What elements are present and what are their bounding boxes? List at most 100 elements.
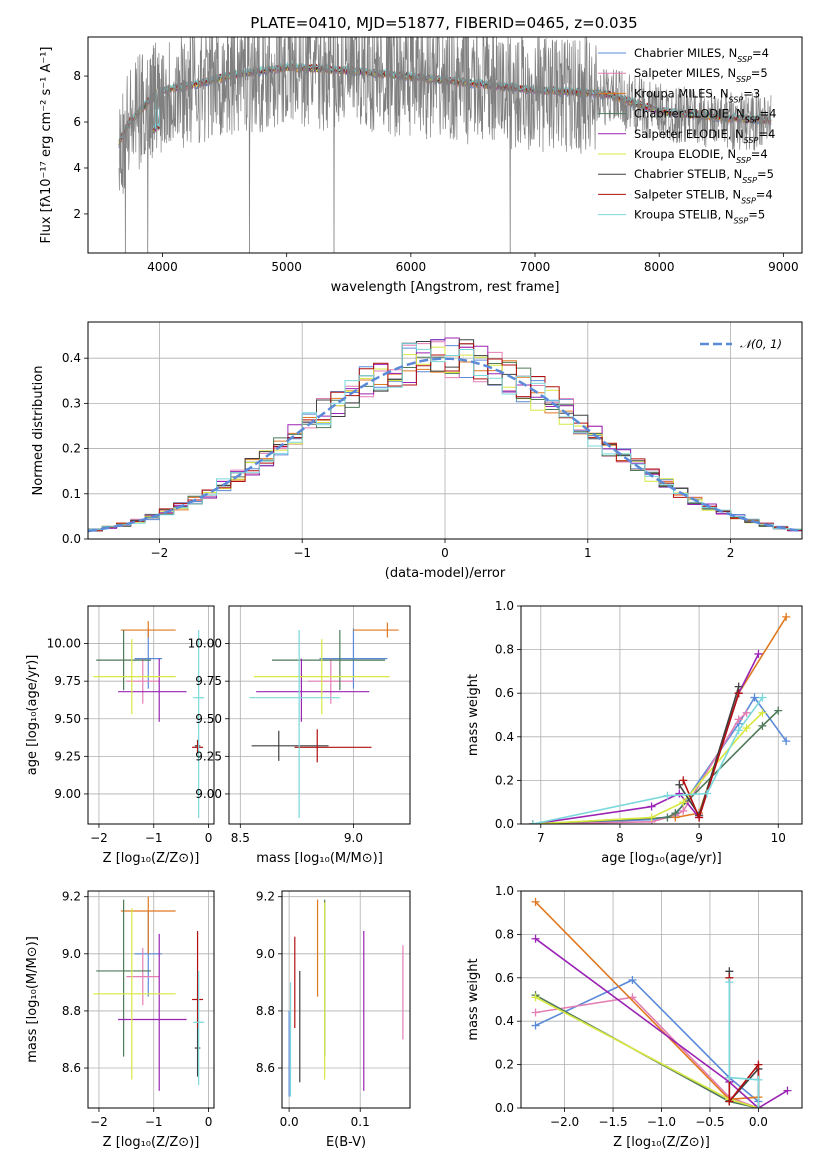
- y-tick-label: 1.0: [495, 599, 514, 613]
- weight-line: [532, 696, 787, 824]
- y-tick-label: 9.2: [62, 890, 81, 904]
- axes-frame: [281, 890, 411, 1109]
- x-tick-label: 7: [537, 831, 545, 845]
- weight-marker: [734, 689, 743, 698]
- plot-area-age_vs_Z: [93, 621, 205, 818]
- y-tick-label: 0.2: [495, 773, 514, 787]
- histogram-step: [88, 343, 802, 532]
- x-tick-label: 0: [205, 1115, 213, 1129]
- y-axis-label: age [log₁₀(age/yr)]: [25, 655, 40, 776]
- y-tick-label: 1.0: [495, 884, 514, 898]
- plot-age_vs_Z: −2 −1 0 9.00 9.25 9.50 9.75 10.00 Z [log₁₀(Z/Z⊙)…: [25, 605, 215, 866]
- plot-area-mass_vs_ebv: [288, 899, 404, 1097]
- x-tick-label: 9000: [768, 260, 799, 274]
- y-tick-label: 9.50: [195, 712, 222, 726]
- x-tick-label: −1: [293, 546, 311, 560]
- y-axis-label: mass [log₁₀(M/M⊙)]: [25, 936, 40, 1063]
- weight-marker: [679, 798, 688, 807]
- y-tick-label: 8.6: [256, 1061, 275, 1075]
- y-tick-label: 0.2: [495, 1058, 514, 1072]
- weight-marker: [679, 776, 688, 785]
- y-tick-label: 9.50: [54, 712, 81, 726]
- legend-label: Salpeter MILES, NSSP=5: [634, 66, 768, 84]
- x-tick-label: −1.0: [647, 1115, 676, 1129]
- plot-area-weight_vs_Z: [531, 897, 792, 1108]
- weight-line: [728, 982, 760, 1108]
- y-axis-label: Normed distribution: [31, 366, 46, 496]
- weight-marker: [647, 813, 656, 822]
- weight-marker: [742, 708, 751, 717]
- y-tick-label: 0.4: [495, 1014, 514, 1028]
- y-tick-label: 9.0: [256, 947, 275, 961]
- legend-label: Kroupa ELODIE, NSSP=4: [634, 147, 768, 165]
- y-tick-label: 8.6: [62, 1061, 81, 1075]
- x-tick-label: 8: [616, 831, 624, 845]
- x-tick-label: −2: [90, 1115, 108, 1129]
- x-tick-label: −1: [145, 1115, 163, 1129]
- x-tick-label: 1: [584, 546, 592, 560]
- weight-marker: [663, 791, 672, 800]
- weight-marker: [675, 780, 684, 789]
- y-tick-label: 9.00: [54, 787, 81, 801]
- x-tick-label: 10: [771, 831, 786, 845]
- y-tick-label: 0.2: [62, 442, 81, 456]
- x-axis-label: mass [log₁₀(M/M⊙)]: [256, 851, 383, 866]
- x-tick-label: 0.1: [351, 1115, 370, 1129]
- axes-frame: [87, 321, 803, 540]
- legend-label: Chabrier MILES, NSSP=4: [634, 46, 769, 64]
- y-tick-label: 0.6: [495, 686, 514, 700]
- plot-mass_vs_ebv: 0.0 0.1 8.6 8.8 9.0 9.2 E(B-V): [256, 890, 411, 1150]
- y-tick-label: 2: [73, 207, 81, 221]
- y-axis-label: mass weight: [466, 674, 481, 756]
- weight-marker: [750, 693, 759, 702]
- x-tick-label: 8.5: [231, 831, 250, 845]
- x-tick-label: 7000: [520, 260, 551, 274]
- weight-line: [535, 938, 788, 1108]
- x-axis-label: Z [log₁₀(Z/Z⊙)]: [103, 851, 200, 866]
- weight-marker: [725, 978, 734, 987]
- x-tick-label: 2: [727, 546, 735, 560]
- weight-marker: [734, 726, 743, 735]
- x-tick-label: 0: [205, 831, 213, 845]
- gaussian-curve: [88, 357, 800, 533]
- x-tick-label: 9: [695, 831, 703, 845]
- weight-line: [535, 979, 759, 1103]
- x-tick-label: 0: [441, 546, 449, 560]
- weight-marker: [758, 693, 767, 702]
- x-tick-label: −1.5: [598, 1115, 627, 1129]
- y-tick-label: 9.2: [256, 890, 275, 904]
- x-tick-label: −2: [90, 831, 108, 845]
- weight-marker: [528, 820, 537, 824]
- plot-area-spectrum: [118, 37, 772, 253]
- y-tick-label: 9.75: [195, 674, 222, 688]
- y-tick-label: 0.0: [495, 1101, 514, 1115]
- y-tick-label: 0.0: [495, 817, 514, 831]
- plot-area-weight_vs_age: [528, 612, 791, 824]
- axes-frame: [228, 605, 411, 825]
- x-axis-label: E(B-V): [326, 1135, 366, 1150]
- weight-marker: [754, 1060, 763, 1069]
- plot-area-residuals: [88, 337, 802, 533]
- legend-label: Salpeter STELIB, NSSP=4: [634, 187, 773, 205]
- weight-marker: [725, 1097, 734, 1106]
- weight-marker: [675, 789, 684, 798]
- weight-marker: [531, 934, 540, 943]
- x-axis-label: (data-model)/error: [385, 566, 506, 581]
- weight-marker: [531, 993, 540, 1002]
- weight-marker: [754, 1075, 763, 1084]
- weight-marker: [782, 737, 791, 746]
- weight-marker: [531, 897, 540, 906]
- y-tick-label: 8: [73, 69, 81, 83]
- y-tick-label: 0.8: [495, 927, 514, 941]
- y-tick-label: 9.25: [54, 749, 81, 763]
- y-tick-label: 0.6: [495, 971, 514, 985]
- plot-residuals: −2 −1 0 1 2 0.0 0.1 0.2 0.3 0.4 (data-model)/error…: [31, 321, 803, 581]
- y-tick-label: 9.00: [195, 787, 222, 801]
- y-tick-label: 0.3: [62, 396, 81, 410]
- weight-marker: [725, 1073, 734, 1082]
- plot-weight_vs_Z: −2.0 −1.5 −1.0 −0.5 0.0 0.0 0.2 0.4 0.6 0.8 1.0 Z […: [466, 884, 803, 1150]
- legend-label: Chabrier ELODIE, NSSP=4: [634, 107, 776, 125]
- weight-marker: [679, 806, 688, 815]
- weight-marker: [695, 813, 704, 822]
